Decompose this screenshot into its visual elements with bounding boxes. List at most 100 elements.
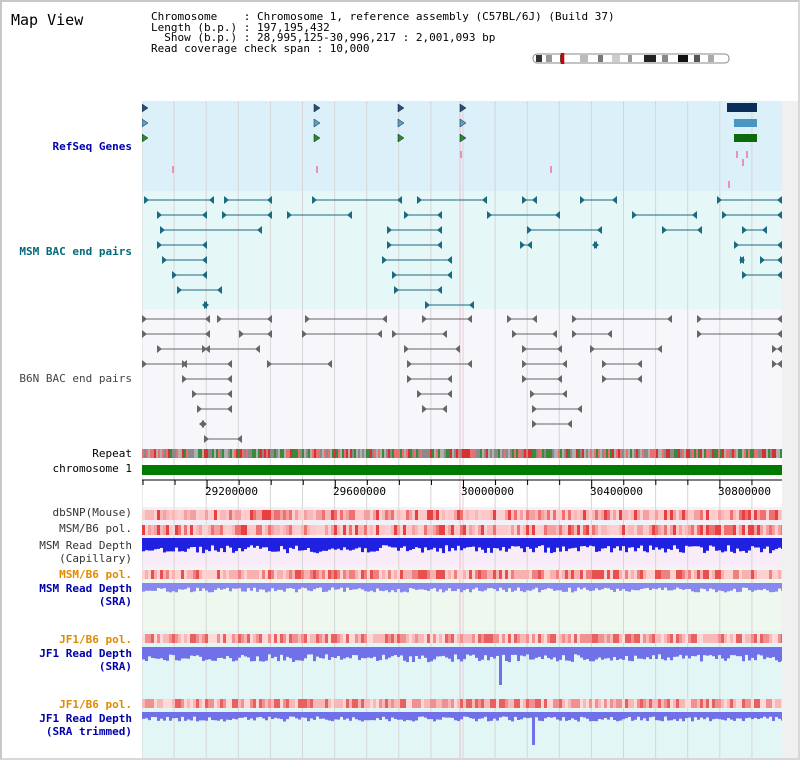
heat-cell bbox=[337, 510, 340, 520]
depth-bar bbox=[703, 647, 706, 656]
depth-bar bbox=[298, 712, 301, 720]
repeat-cell bbox=[518, 449, 520, 458]
depth-bar bbox=[439, 538, 442, 549]
heat-cell bbox=[406, 699, 409, 708]
repeat-cell bbox=[522, 449, 524, 458]
repeat-cell bbox=[390, 449, 392, 458]
heat-cell bbox=[364, 510, 367, 520]
heat-cell bbox=[289, 699, 292, 708]
heat-cell bbox=[358, 525, 361, 535]
bac-end bbox=[572, 330, 577, 338]
vertical-scrollbar[interactable] bbox=[782, 101, 798, 758]
track-label-repeat[interactable]: Repeat bbox=[92, 447, 132, 460]
heat-cell bbox=[325, 699, 328, 708]
heat-cell bbox=[178, 525, 181, 535]
repeat-cell bbox=[512, 449, 514, 458]
heat-cell bbox=[373, 510, 376, 520]
depth-bar bbox=[316, 583, 319, 589]
heat-cell bbox=[346, 525, 349, 535]
depth-bar bbox=[394, 583, 397, 593]
heat-cell bbox=[400, 699, 403, 708]
heat-cell bbox=[508, 510, 511, 520]
track-label-jf1-depth-sra[interactable]: JF1 Read Depth (SRA) bbox=[39, 647, 132, 673]
depth-bar bbox=[712, 712, 715, 720]
depth-bar bbox=[610, 712, 613, 718]
repeat-cell bbox=[166, 449, 168, 458]
repeat-cell bbox=[480, 449, 482, 458]
repeat-cell bbox=[640, 449, 642, 458]
heat-cell bbox=[646, 634, 649, 643]
heat-cell bbox=[148, 634, 151, 643]
track-label-b6n-bac[interactable]: B6N BAC end pairs bbox=[19, 372, 132, 385]
heat-cell bbox=[562, 570, 565, 579]
heat-cell bbox=[169, 634, 172, 643]
track-label-dbsnp[interactable]: dbSNP(Mouse) bbox=[52, 506, 132, 519]
depth-bar bbox=[322, 583, 325, 593]
heat-cell bbox=[487, 570, 490, 579]
chromosome-ideogram[interactable] bbox=[532, 53, 730, 64]
depth-bar bbox=[532, 583, 535, 590]
depth-bar bbox=[256, 712, 259, 718]
depth-bar bbox=[373, 583, 376, 593]
heat-cell bbox=[310, 510, 313, 520]
heat-cell bbox=[526, 699, 529, 708]
heat-cell bbox=[610, 510, 613, 520]
depth-bar bbox=[646, 583, 649, 588]
heat-cell bbox=[493, 699, 496, 708]
heat-cell bbox=[196, 634, 199, 643]
track-canvas[interactable] bbox=[142, 101, 782, 760]
track-label-jf1-b6-pol-2[interactable]: JF1/B6 pol. bbox=[59, 698, 132, 711]
repeat-cell bbox=[372, 449, 374, 458]
repeat-cell bbox=[268, 449, 270, 458]
track-label-msm-depth-capillary[interactable]: MSM Read Depth (Capillary) bbox=[39, 539, 132, 565]
heat-cell bbox=[520, 525, 523, 535]
repeat-cell bbox=[310, 449, 312, 458]
depth-bar bbox=[370, 538, 373, 552]
repeat-cell bbox=[558, 449, 560, 458]
repeat-cell bbox=[178, 449, 180, 458]
bac-end bbox=[777, 256, 782, 264]
heat-cell bbox=[259, 634, 262, 643]
heat-cell bbox=[295, 525, 298, 535]
repeat-cell bbox=[350, 449, 352, 458]
depth-bar bbox=[733, 583, 736, 589]
heat-cell bbox=[286, 510, 289, 520]
track-label-msm-b6-pol[interactable]: MSM/B6 pol. bbox=[59, 522, 132, 535]
depth-bar bbox=[517, 647, 520, 662]
heat-cell bbox=[685, 510, 688, 520]
depth-bar bbox=[394, 647, 397, 656]
heat-cell bbox=[646, 699, 649, 708]
depth-bar bbox=[607, 583, 610, 589]
depth-bar bbox=[748, 583, 751, 591]
depth-bar bbox=[373, 647, 376, 657]
heat-cell bbox=[637, 699, 640, 708]
heat-cell bbox=[625, 510, 628, 520]
depth-bar bbox=[760, 647, 763, 656]
depth-bar bbox=[184, 712, 187, 721]
track-label-chromosome[interactable]: chromosome 1 bbox=[52, 462, 132, 475]
track-label-msm-bac[interactable]: MSM BAC end pairs bbox=[19, 245, 132, 258]
heat-cell bbox=[193, 525, 196, 535]
heat-cell bbox=[388, 525, 391, 535]
depth-bar bbox=[520, 583, 523, 592]
depth-bar bbox=[205, 538, 208, 550]
heat-cell bbox=[568, 510, 571, 520]
heat-cell bbox=[238, 510, 241, 520]
bac-end bbox=[602, 375, 607, 383]
track-label-jf1-b6-pol[interactable]: JF1/B6 pol. bbox=[59, 633, 132, 646]
heat-cell bbox=[652, 634, 655, 643]
depth-bar bbox=[355, 647, 358, 656]
track-label-msm-depth-sra[interactable]: MSM Read Depth (SRA) bbox=[39, 582, 132, 608]
heat-cell bbox=[736, 570, 739, 579]
track-label-msm-b6-pol-2[interactable]: MSM/B6 pol. bbox=[59, 568, 132, 581]
heat-cell bbox=[349, 634, 352, 643]
heat-cell bbox=[145, 634, 148, 643]
heat-cell bbox=[493, 510, 496, 520]
heat-cell bbox=[484, 510, 487, 520]
heat-cell bbox=[691, 699, 694, 708]
depth-bar bbox=[385, 538, 388, 546]
heat-cell bbox=[634, 634, 637, 643]
depth-bar bbox=[358, 647, 361, 661]
track-label-jf1-depth-trimmed[interactable]: JF1 Read Depth (SRA trimmed) bbox=[39, 712, 132, 738]
track-label-refseq[interactable]: RefSeq Genes bbox=[52, 140, 132, 153]
